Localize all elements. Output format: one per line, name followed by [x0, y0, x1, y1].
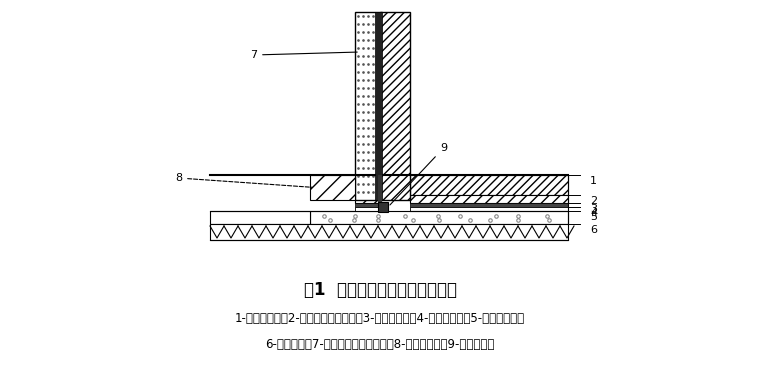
Bar	[310, 175, 355, 200]
Bar	[310, 211, 568, 224]
Bar	[380, 12, 410, 200]
Text: 2: 2	[590, 196, 597, 206]
Text: 1: 1	[590, 176, 597, 186]
Bar	[355, 12, 382, 200]
Bar	[210, 224, 568, 240]
Bar	[355, 175, 380, 195]
Bar	[378, 202, 388, 212]
Bar	[410, 195, 568, 203]
Bar	[375, 12, 382, 200]
Text: 5: 5	[590, 212, 597, 222]
Text: 6: 6	[590, 225, 597, 235]
Bar	[410, 175, 568, 195]
Text: 9: 9	[390, 143, 447, 205]
Bar	[355, 195, 380, 203]
Bar	[410, 207, 568, 211]
Bar	[410, 203, 568, 207]
Bar	[355, 203, 380, 207]
Text: 1-混凝土底板；2-细石混凝土保护层；3-涂膜防水层；4-砂浆找平层；5-混凝土垫层；: 1-混凝土底板；2-细石混凝土保护层；3-涂膜防水层；4-砂浆找平层；5-混凝土…	[235, 312, 525, 325]
Text: 8: 8	[175, 173, 312, 187]
Text: 6-素土夯实；7-挤塑聚苯乙烯泡沫板；8-砖砌模板墙；9-钢板止水带: 6-素土夯实；7-挤塑聚苯乙烯泡沫板；8-砖砌模板墙；9-钢板止水带	[265, 339, 495, 352]
Text: 7: 7	[250, 50, 357, 60]
Bar	[355, 207, 380, 211]
Text: 图1  地下室聚氨酯涂膜防水构造: 图1 地下室聚氨酯涂膜防水构造	[303, 281, 457, 299]
Bar	[378, 175, 382, 211]
Bar	[210, 211, 310, 224]
Text: 4: 4	[590, 208, 597, 218]
Text: 3: 3	[590, 204, 597, 214]
